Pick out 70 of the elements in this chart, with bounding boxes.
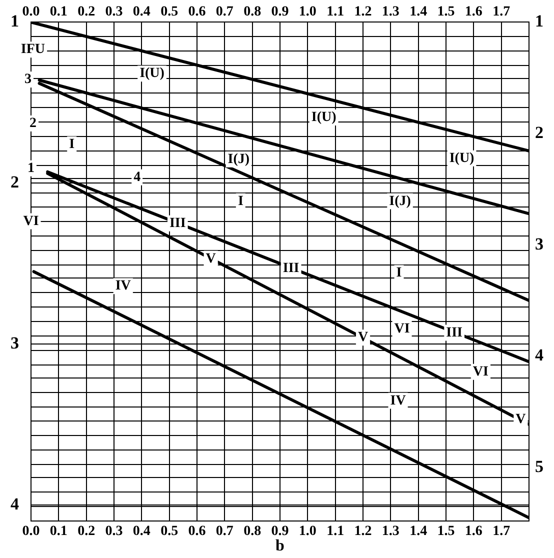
annotation: IV [115, 278, 131, 294]
annotation: III [446, 325, 462, 340]
x-tick-label: 1.0 [298, 4, 316, 20]
x2-tick-label: 0.3 [105, 524, 123, 540]
x-tick-label: 1.3 [382, 4, 400, 20]
x2-tick-label: 1.0 [298, 524, 316, 540]
annotation: I(U) [140, 66, 165, 82]
y-tick-label: 2 [10, 172, 19, 192]
annotation: VI [23, 214, 39, 229]
y2-tick-label: 5 [535, 456, 544, 476]
annotation: I(J) [389, 194, 412, 209]
x2-tick-label: 0.6 [188, 524, 206, 540]
x2-tick-label: 1.1 [326, 524, 344, 540]
y2-tick-label: 2 [535, 122, 544, 142]
annotation: I [69, 137, 75, 152]
annotation: 2 [29, 116, 36, 132]
x-tick-label: 1.4 [410, 4, 428, 20]
x2-tick-label: 0.0 [22, 524, 40, 540]
x2-tick-label: 1.7 [492, 524, 510, 540]
x-tick-label: 0.2 [78, 4, 96, 20]
y2-tick-label: 3 [535, 234, 544, 254]
x2-tick-label: 0.7 [216, 524, 234, 540]
x-tick-label: 1.6 [464, 4, 482, 20]
annotation: V [516, 412, 526, 428]
x2-tick-label: 1.3 [382, 524, 400, 540]
x2-tick-label: 0.5 [160, 524, 178, 540]
annotation: 3 [24, 72, 32, 88]
annotation: V [358, 330, 368, 346]
x2-tick-label: 0.9 [271, 524, 289, 540]
annotation: VI [394, 322, 410, 337]
y2-tick-label: 4 [535, 346, 544, 365]
annotation: I [238, 194, 244, 209]
annotation: 4 [134, 170, 141, 185]
x2-tick-label: 1.6 [464, 524, 482, 540]
x-tick-label: 0.7 [216, 4, 234, 20]
y-tick-label: 4 [10, 494, 20, 514]
x2-tick-label: 0.8 [244, 524, 262, 540]
annotation: I(U) [311, 110, 337, 126]
x2-tick-label: 0.2 [78, 524, 96, 540]
x-tick-label: 0.3 [105, 4, 123, 20]
x-tick-label: 0.4 [132, 4, 150, 20]
annotation: V [206, 251, 216, 266]
x-tick-label: 1.7 [492, 4, 510, 20]
x2-tick-label: 0.1 [50, 524, 68, 540]
x-axis-title: b [276, 538, 285, 555]
x2-tick-label: 1.2 [354, 524, 372, 540]
y-tick-label: 1 [10, 12, 19, 31]
x2-tick-label: 1.5 [437, 524, 455, 540]
x-tick-label: 0.0 [22, 4, 40, 20]
x-tick-label: 1.5 [437, 4, 455, 20]
x2-tick-label: 1.4 [410, 524, 428, 540]
y-tick-label: 3 [10, 333, 19, 352]
annotation: III [169, 216, 186, 231]
x-tick-label: 1.2 [354, 4, 372, 20]
x2-tick-label: 0.4 [132, 524, 150, 540]
x-tick-label: 0.8 [244, 4, 262, 20]
x-tick-label: 1.1 [326, 4, 344, 20]
annotation: IFU [20, 42, 46, 58]
annotation: VI [472, 364, 488, 380]
y2-tick-label: 1 [535, 12, 544, 31]
annotation: III [282, 260, 300, 276]
x-tick-label: 0.9 [271, 4, 289, 20]
x-tick-label: 0.5 [160, 4, 178, 20]
annotation: I(U) [449, 150, 475, 166]
annotation: I(J) [228, 152, 250, 167]
annotation: 1 [28, 160, 34, 176]
annotation: I [396, 266, 402, 281]
annotation: IV [390, 393, 406, 408]
x-tick-label: 0.1 [50, 4, 68, 20]
x-tick-label: 0.6 [188, 4, 206, 20]
